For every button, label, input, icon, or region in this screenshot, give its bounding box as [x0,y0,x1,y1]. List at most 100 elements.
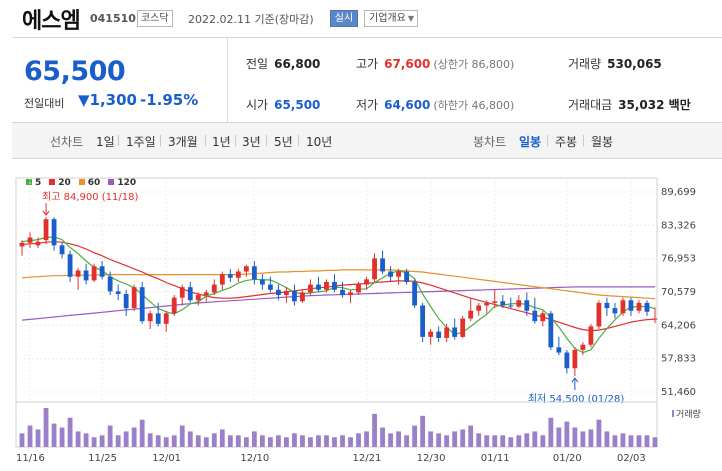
candle-body [396,271,401,277]
separator [160,135,161,146]
volume-bar [35,429,41,447]
x-tick-label: 11/16 [16,453,45,464]
candle-body [380,258,385,272]
y-tick-label: 57,833 [661,354,696,365]
volume-bar [556,427,562,447]
candle-body [147,313,153,322]
volume-bar [420,415,426,447]
ma-legend: 5 20 60 120 [26,178,144,188]
candle-body [604,302,610,309]
volume-bar [540,435,546,447]
candle-body [388,271,393,277]
candle-body [243,266,249,272]
volume-legend-swatch [672,410,674,417]
volume-bar [139,419,145,447]
candle-body [596,302,602,327]
volume-bar [147,433,153,447]
candle-body [492,301,498,303]
realtime-button[interactable]: 실시간 [330,10,358,39]
candle-body [219,274,225,285]
candle-body [179,287,185,298]
candle-body [548,313,554,348]
candle-body [187,287,193,301]
volume-bar [115,435,121,447]
period-1w[interactable]: 1주일 [126,135,156,149]
volume-bar [123,431,129,447]
volume-bar [227,435,233,447]
period-5y[interactable]: 5년 [274,135,293,149]
stock-code: 041510 [90,12,136,25]
volume-bar [43,408,49,447]
price-summary: 65,500 전일대비 ▼1,300 -1.95% 전일 66,800 고가 67,… [12,37,722,124]
volume-bar [404,435,410,447]
period-1y[interactable]: 1년 [212,135,231,149]
stat-prev-close: 전일 66,800 [246,55,320,72]
separator [547,135,548,146]
period-10y[interactable]: 10년 [306,135,333,149]
candle-body [652,318,658,320]
volume-bar [444,435,450,447]
candle-body [324,281,329,290]
legend-ma60: 60 [78,178,101,188]
candle-body [356,284,361,293]
candle-monthly[interactable]: 월봉 [591,135,614,149]
y-tick-label: 89,699 [661,187,696,198]
legend-ma20: 20 [49,178,71,188]
candle-body [316,284,321,290]
candle-body [620,300,626,314]
candle-body [259,279,265,285]
candle-body [428,331,434,337]
volume-bar [436,433,442,447]
volume-bar [179,425,185,447]
x-tick-label: 01/11 [481,453,510,464]
volume-bar [500,435,506,447]
candle-body [476,305,482,311]
volume-bar [644,435,650,447]
stat-label: 시가 [246,98,269,112]
company-info-dropdown[interactable]: 기업개요 ▼ [364,10,418,27]
candle-weekly[interactable]: 주봉 [555,135,578,149]
candle-body [123,293,129,309]
volume-bar [211,433,217,447]
volume-bar [492,435,498,447]
x-tick-label: 12/21 [353,453,382,464]
current-price-box: 65,500 전일대비 ▼1,300 -1.95% [12,38,228,124]
candle-body [115,291,121,294]
separator [118,135,119,146]
volume-bar [484,435,490,447]
candle-body [276,289,281,296]
legend-ma120: 120 [108,178,136,188]
period-1d[interactable]: 1일 [96,135,115,149]
candle-body [364,279,369,285]
candle-body [267,284,273,290]
stat-value: 67,600 [384,57,431,71]
y-axis: 89,699 83,326 76,953 70,579 64,206 57,833 51,4… [661,187,696,398]
volume-bar [51,423,57,447]
y-tick-label: 51,460 [661,387,696,398]
chart-grid [15,177,658,403]
legend-label: 60 [87,178,101,188]
x-tick-label: 12/30 [417,453,446,464]
legend-ma5: 5 [26,178,41,188]
volume-bar [75,431,81,447]
legend-swatch [26,179,32,185]
candle-body [67,254,73,277]
volume-bar [412,425,418,447]
stat-volume: 거래량 530,065 [568,55,662,72]
current-price: 65,500 [24,56,126,87]
candle-daily[interactable]: 일봉 [519,135,542,149]
period-3y[interactable]: 3년 [242,135,261,149]
candle-body [412,281,418,306]
candle-body [524,300,530,311]
candle-body [444,327,450,338]
company-info-label: 기업개요 [369,13,406,24]
volume-bar [276,435,281,447]
candle-body [35,241,41,246]
volume-bar [59,427,65,447]
volume-bar [460,429,466,447]
period-3m[interactable]: 3개월 [168,135,198,149]
candlestick-chart[interactable]: 최고 84,900 (11/18) 최저 54,500 (01/28) 89,69… [0,170,722,471]
stat-label: 고가 [356,57,379,71]
volume-bar [476,433,482,447]
stat-turnover: 거래대금 35,032 백만 [568,96,691,113]
